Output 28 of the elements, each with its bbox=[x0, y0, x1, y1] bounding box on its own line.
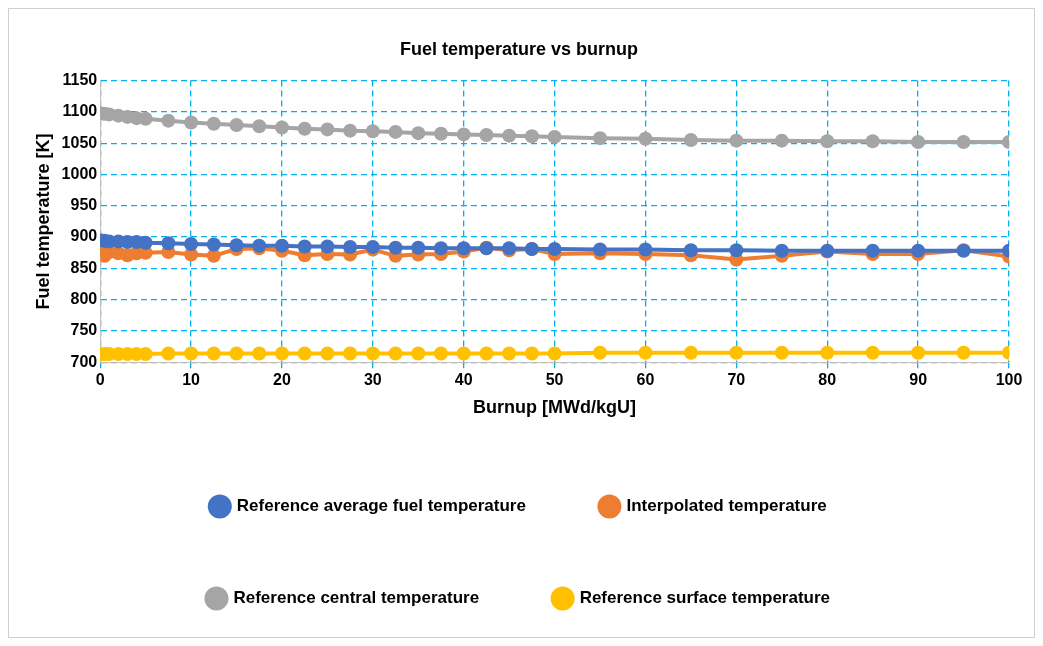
y-tick-label: 900 bbox=[70, 227, 98, 245]
y-tick-label: 950 bbox=[70, 196, 98, 214]
legend-label: Reference central temperature bbox=[233, 588, 480, 608]
y-tick-label: 750 bbox=[70, 321, 98, 339]
legend-label: Reference surface temperature bbox=[579, 588, 831, 608]
x-tick-label: 100 bbox=[995, 371, 1023, 389]
chart-title: Fuel temperature vs burnup bbox=[399, 38, 639, 59]
y-tick-label: 1050 bbox=[61, 133, 98, 151]
y-tick-label: 1150 bbox=[62, 71, 98, 89]
x-tick-label: 0 bbox=[95, 371, 105, 389]
x-tick-label: 60 bbox=[636, 371, 655, 389]
x-tick-label: 50 bbox=[545, 371, 564, 389]
y-tick-label: 850 bbox=[70, 258, 98, 276]
x-tick-label: 80 bbox=[818, 371, 837, 389]
x-axis-title: Burnup [MWd/kgU] bbox=[473, 397, 637, 418]
x-tick-label: 70 bbox=[727, 371, 746, 389]
y-tick-label: 800 bbox=[70, 290, 98, 308]
x-tick-label: 10 bbox=[182, 371, 201, 389]
y-tick-label: 1100 bbox=[62, 102, 98, 120]
legend-label: Interpolated temperature bbox=[626, 496, 827, 516]
y-tick-label: 700 bbox=[70, 352, 98, 370]
y-axis-title: Fuel temperature [K] bbox=[32, 133, 53, 310]
x-tick-label: 90 bbox=[909, 371, 928, 389]
legend-label: Reference average fuel temperature bbox=[236, 496, 526, 516]
y-tick-label: 1000 bbox=[61, 164, 98, 182]
x-tick-label: 40 bbox=[454, 371, 473, 389]
x-tick-label: 20 bbox=[273, 371, 291, 389]
x-tick-label: 30 bbox=[363, 371, 382, 389]
